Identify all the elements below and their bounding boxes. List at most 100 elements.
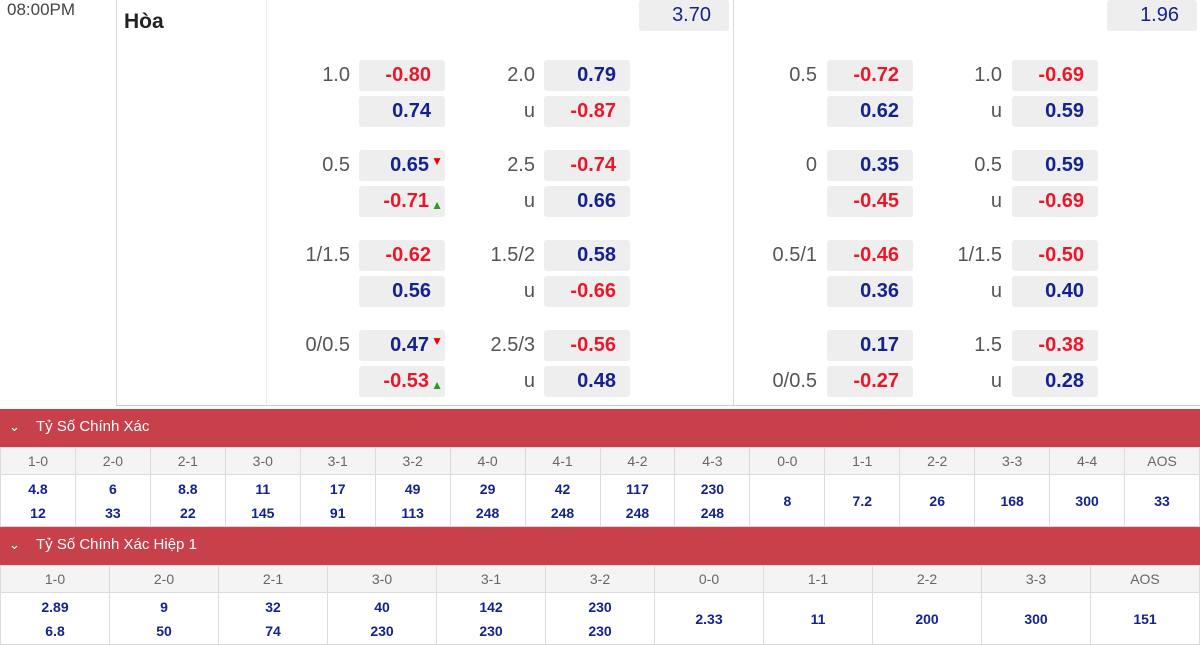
score-odds-home[interactable]: 6 bbox=[109, 480, 117, 497]
score-odds-home[interactable]: 8.8 bbox=[178, 480, 198, 497]
score-odds-cell[interactable]: 40 230 bbox=[327, 592, 437, 645]
score-odds-cell[interactable]: 11 bbox=[763, 592, 873, 645]
score-odds-home[interactable]: 9 bbox=[160, 598, 168, 615]
h1-under-label: u bbox=[990, 100, 1002, 122]
h1-under-label: u bbox=[990, 370, 1002, 392]
score-odds-cell[interactable]: 17 91 bbox=[299, 474, 376, 527]
score-odds-away[interactable]: 248 bbox=[700, 504, 725, 521]
score-odds-home[interactable]: 142 bbox=[479, 598, 503, 615]
score-odds-home[interactable]: 49 bbox=[404, 480, 421, 497]
score-odds-cell[interactable]: 8 bbox=[749, 474, 826, 527]
score-odds-cell[interactable]: 200 bbox=[872, 592, 982, 645]
score-odds-cell[interactable]: 4.8 12 bbox=[0, 474, 76, 527]
h1-over-odds[interactable]: -0.69 bbox=[1012, 60, 1098, 91]
h1-under-odds[interactable]: 0.59 bbox=[1012, 96, 1098, 127]
score-odds-cell[interactable]: 7.2 bbox=[824, 474, 901, 527]
score-odds-home[interactable]: 230 bbox=[588, 598, 612, 615]
score-odds-cell[interactable]: 29 248 bbox=[449, 474, 526, 527]
h1-handicap-away-odds[interactable]: -0.45 bbox=[827, 186, 913, 217]
h1-under-odds[interactable]: 0.28 bbox=[1012, 366, 1098, 397]
score-odds-cell[interactable]: 230 248 bbox=[674, 474, 751, 527]
score-odds-cell[interactable]: 300 bbox=[1049, 474, 1126, 527]
ft-under-odds[interactable]: 0.66 bbox=[544, 186, 630, 217]
ft-handicap-home-odds[interactable]: -0.80 bbox=[359, 60, 445, 91]
score-odds-cell[interactable]: 42 248 bbox=[524, 474, 601, 527]
score-odds-cell[interactable]: 2.33 bbox=[654, 592, 764, 645]
h1-handicap-home-odds[interactable]: 0.35 bbox=[827, 150, 913, 181]
h1-under-odds[interactable]: -0.69 bbox=[1012, 186, 1098, 217]
ft-handicap-home-odds[interactable]: -0.62 bbox=[359, 240, 445, 271]
score-odds-home[interactable]: 117 bbox=[626, 480, 649, 497]
section-correct-score-h1-header[interactable]: ⌄ Tỷ Số Chính Xác Hiệp 1 bbox=[0, 527, 1200, 565]
score-odds-home[interactable]: 40 bbox=[374, 598, 390, 615]
score-odds-away[interactable]: 33 bbox=[105, 504, 121, 521]
score-odds-cell[interactable]: 26 bbox=[899, 474, 976, 527]
score-odds-cell[interactable]: 168 bbox=[974, 474, 1051, 527]
score-odds-away[interactable]: 113 bbox=[401, 504, 424, 521]
score-odds-cell[interactable]: 6 33 bbox=[74, 474, 151, 527]
h1-handicap-away-odds[interactable]: 0.36 bbox=[827, 276, 913, 307]
score-odds-cell[interactable]: 151 bbox=[1090, 592, 1200, 645]
score-odds-away[interactable]: 248 bbox=[625, 504, 650, 521]
score-odds-cell[interactable]: 142 230 bbox=[436, 592, 546, 645]
h1-under-odds[interactable]: 0.40 bbox=[1012, 276, 1098, 307]
ft-handicap-home-odds[interactable]: 0.65 ▼ bbox=[359, 150, 445, 181]
score-odds-cell[interactable]: 49 113 bbox=[374, 474, 451, 527]
h1-over-odds[interactable]: 0.59 bbox=[1012, 150, 1098, 181]
score-odds-away[interactable]: 248 bbox=[550, 504, 575, 521]
score-odds-away[interactable]: 248 bbox=[475, 504, 500, 521]
ft-over-odds[interactable]: 0.58 bbox=[544, 240, 630, 271]
score-odds-away[interactable]: 12 bbox=[30, 504, 46, 521]
score-odds-cell[interactable]: 9 50 bbox=[109, 592, 219, 645]
score-odds-cell[interactable]: 117 248 bbox=[599, 474, 676, 527]
ft-under-odds[interactable]: 0.48 bbox=[544, 366, 630, 397]
score-odds-away[interactable]: 91 bbox=[329, 504, 346, 521]
h1-handicap-away-odds[interactable]: -0.27 bbox=[827, 366, 913, 397]
chevron-down-icon: ⌄ bbox=[9, 537, 20, 552]
correct-score-table: 1-0 2-0 2-1 3-0 3-1 3-2 4-0 4-1 4-2 4-3 0-0 1-1 2-2 3… bbox=[0, 447, 1200, 527]
score-odds-home[interactable]: 4.8 bbox=[28, 480, 48, 497]
score-odds-home[interactable]: 42 bbox=[554, 480, 571, 497]
score-odds-home[interactable]: 230 bbox=[700, 480, 725, 497]
score-odds-cell[interactable]: 230 230 bbox=[545, 592, 655, 645]
score-odds-away[interactable]: 230 bbox=[479, 622, 503, 639]
draw-odds-h1[interactable]: 1.96 bbox=[1107, 0, 1197, 31]
section-correct-score-header[interactable]: ⌄ Tỷ Số Chính Xác bbox=[0, 409, 1200, 447]
score-odds-home[interactable]: 32 bbox=[265, 598, 281, 615]
score-odds-away[interactable]: 6.8 bbox=[45, 622, 65, 639]
score-odds-away[interactable]: 74 bbox=[265, 622, 281, 639]
ft-over-odds[interactable]: 0.79 bbox=[544, 60, 630, 91]
h1-over-odds[interactable]: -0.50 bbox=[1012, 240, 1098, 271]
score-odds-home[interactable]: 17 bbox=[329, 480, 346, 497]
h1-handicap-away-odds[interactable]: 0.62 bbox=[827, 96, 913, 127]
h1-handicap-home-odds[interactable]: -0.46 bbox=[827, 240, 913, 271]
score-odds-cell[interactable]: 8.8 22 bbox=[149, 474, 226, 527]
score-odds-home[interactable]: 29 bbox=[479, 480, 496, 497]
score-odds-away[interactable]: 145 bbox=[251, 504, 275, 521]
score-odds-away[interactable]: 230 bbox=[588, 622, 612, 639]
h1-handicap-home-odds[interactable]: -0.72 bbox=[827, 60, 913, 91]
score-odds-away[interactable]: 22 bbox=[180, 504, 196, 521]
score-odds-home[interactable]: 2.89 bbox=[41, 598, 69, 615]
ft-handicap-away-odds[interactable]: -0.53 ▲ bbox=[359, 366, 445, 397]
score-odds-cell[interactable]: 300 bbox=[981, 592, 1091, 645]
score-odds-cell[interactable]: 32 74 bbox=[218, 592, 328, 645]
ft-under-odds[interactable]: -0.66 bbox=[544, 276, 630, 307]
h1-over-odds[interactable]: -0.38 bbox=[1012, 330, 1098, 361]
ft-over-odds[interactable]: -0.74 bbox=[544, 150, 630, 181]
score-header: 2-1 bbox=[218, 565, 328, 593]
ft-handicap-away-odds[interactable]: 0.56 bbox=[359, 276, 445, 307]
score-odds-cell[interactable]: 11 145 bbox=[224, 474, 301, 527]
score-odds-away[interactable]: 50 bbox=[156, 622, 172, 639]
score-odds-cell[interactable]: 2.89 6.8 bbox=[0, 592, 110, 645]
ft-under-odds[interactable]: -0.87 bbox=[544, 96, 630, 127]
score-odds-home[interactable]: 11 bbox=[255, 480, 271, 497]
ft-over-odds[interactable]: -0.56 bbox=[544, 330, 630, 361]
score-odds-away[interactable]: 230 bbox=[370, 622, 394, 639]
h1-handicap-home-odds[interactable]: 0.17 bbox=[827, 330, 913, 361]
ft-handicap-away-odds[interactable]: -0.71 ▲ bbox=[359, 186, 445, 217]
draw-odds-ft[interactable]: 3.70 bbox=[639, 0, 729, 31]
score-odds-cell[interactable]: 33 bbox=[1124, 474, 1200, 527]
ft-handicap-home-odds[interactable]: 0.47 ▼ bbox=[359, 330, 445, 361]
ft-handicap-away-odds[interactable]: 0.74 bbox=[359, 96, 445, 127]
